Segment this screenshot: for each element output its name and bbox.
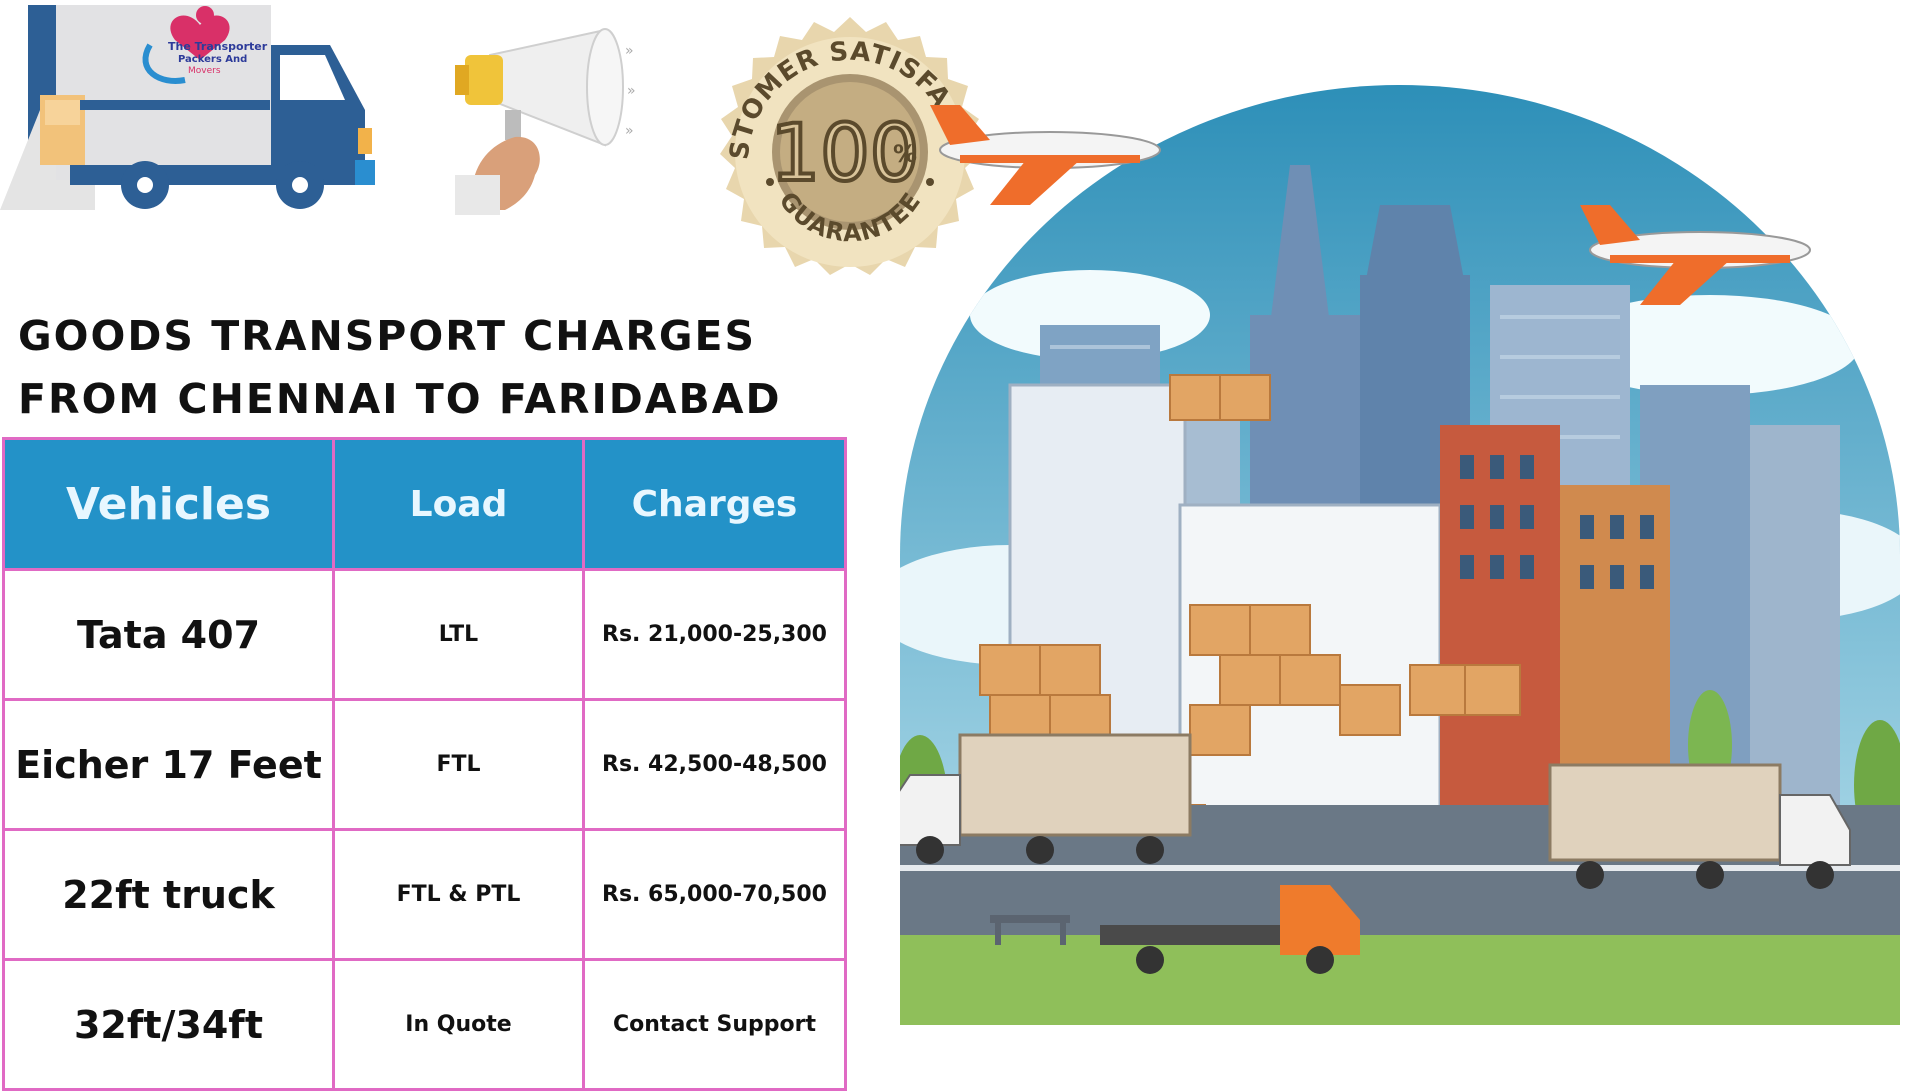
- logo-brand-line1: The Transporter: [168, 40, 268, 53]
- satisfaction-seal-icon: CUSTOMER SATISFACTION GUARANTEE 100 %: [700, 12, 980, 275]
- vehicle-cell: 22ft truck: [2, 828, 335, 961]
- svg-text:»: »: [625, 43, 634, 59]
- load-cell: FTL & PTL: [332, 828, 585, 961]
- city-logistics-illustration: [900, 85, 1900, 1025]
- header-charges: Charges: [582, 437, 847, 571]
- table-row: 32ft/34ft In Quote Contact Support: [2, 958, 847, 1091]
- page-title: Goods Transport Charges From Chennai to …: [18, 305, 838, 431]
- header-vehicles: Vehicles: [2, 437, 335, 571]
- seal-percent: %: [893, 140, 917, 168]
- charges-cell: Rs. 21,000-25,300: [582, 568, 847, 701]
- airplane-icon: [930, 105, 1161, 205]
- transport-charges-table: Vehicles Load Charges Tata 407 LTL Rs. 2…: [2, 437, 847, 1091]
- load-cell: LTL: [332, 568, 585, 701]
- table-row: Eicher 17 Feet FTL Rs. 42,500-48,500: [2, 698, 847, 831]
- title-line1: Goods Transport Charges: [18, 312, 757, 360]
- truck-logo-icon: The Transporter Packers And Movers: [0, 5, 375, 210]
- vehicle-cell: Eicher 17 Feet: [2, 698, 335, 831]
- megaphone-icon: » » »: [455, 28, 636, 215]
- svg-text:»: »: [627, 83, 636, 99]
- charges-cell: Contact Support: [582, 958, 847, 1091]
- table-row: Tata 407 LTL Rs. 21,000-25,300: [2, 568, 847, 701]
- seal-big-number: 100: [771, 109, 920, 199]
- header-load: Load: [332, 437, 585, 571]
- logo-brand-line3: Movers: [188, 66, 221, 76]
- svg-text:»: »: [625, 123, 634, 139]
- charges-cell: Rs. 42,500-48,500: [582, 698, 847, 831]
- logo-brand-line2: Packers And: [178, 54, 247, 65]
- airplane-icon: [1580, 205, 1811, 305]
- charges-cell: Rs. 65,000-70,500: [582, 828, 847, 961]
- title-line2: From Chennai to Faridabad: [18, 375, 782, 423]
- table-row: 22ft truck FTL & PTL Rs. 65,000-70,500: [2, 828, 847, 961]
- vehicle-cell: 32ft/34ft: [2, 958, 335, 1091]
- load-cell: In Quote: [332, 958, 585, 1091]
- vehicle-cell: Tata 407: [2, 568, 335, 701]
- load-cell: FTL: [332, 698, 585, 831]
- table-header-row: Vehicles Load Charges: [2, 437, 847, 571]
